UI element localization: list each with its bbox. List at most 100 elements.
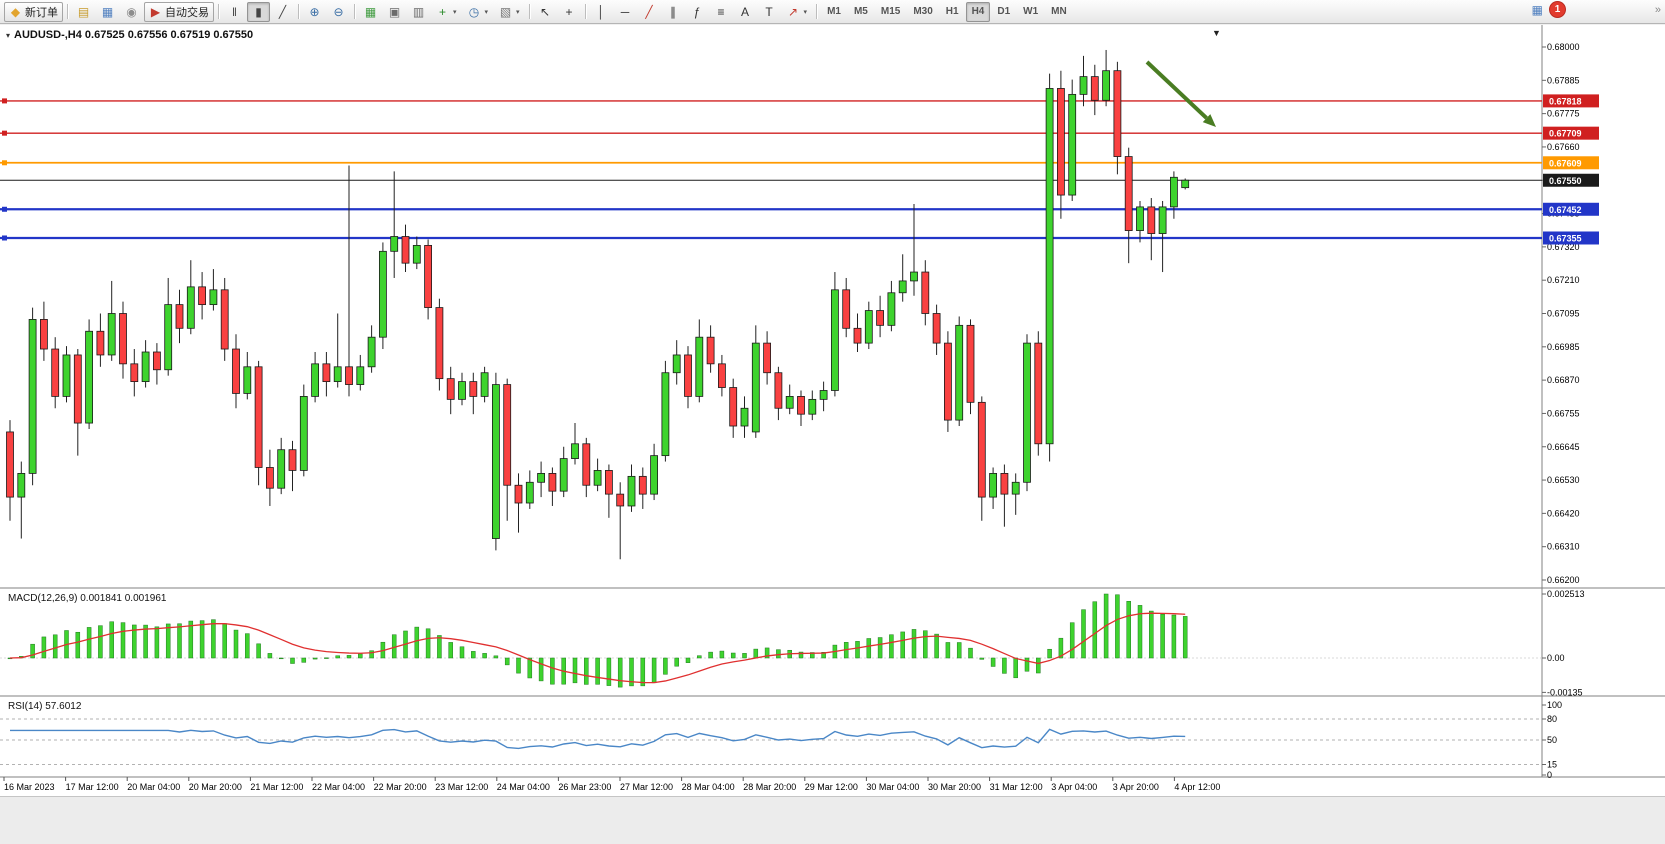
new-order-button[interactable]: ◆ 新订单 [4,1,63,22]
new-order-icon: ◆ [10,4,21,19]
line-chart-icon: ╱ [278,4,287,19]
time-axis-label: 22 Mar 20:00 [374,782,427,792]
time-axis-label: 28 Mar 04:00 [682,782,735,792]
crosshair-icon: + [565,4,573,19]
data-window-icon: ▦ [101,4,114,19]
time-axis-label: 29 Mar 12:00 [805,782,858,792]
fibonacci-button[interactable]: ƒ [686,2,709,22]
chart-menu-icon[interactable]: ▾ [6,30,11,40]
toolbar-separator [354,4,355,19]
time-axis-label: 16 Mar 2023 [4,782,55,792]
text-icon: A [741,4,750,19]
clock-icon: ◷ [468,4,480,19]
template-button[interactable]: ▧ ▾ [494,2,525,22]
timeframe-w1-button[interactable]: W1 [1017,2,1044,22]
time-axis-label: 22 Mar 04:00 [312,782,365,792]
arrange-windows-icon: ▥ [412,4,425,19]
fibonacci-icon: ƒ [693,4,701,19]
timeframe-h1-button[interactable]: H1 [940,2,965,22]
channel-button[interactable]: ∥ [662,2,685,22]
time-axis[interactable] [0,777,1665,796]
arrows-button[interactable]: ↗ ▾ [782,2,813,22]
shapes-icon: ≡ [717,4,725,19]
rsi-axis-label: 50 [1547,735,1557,745]
time-axis-label: 24 Mar 04:00 [497,782,550,792]
time-axis-label: 4 Apr 12:00 [1174,782,1220,792]
rsi-line [10,728,1186,750]
price-axis-label: 0.66755 [1547,408,1580,418]
market-watch-icon: ▤ [77,4,90,19]
label-button[interactable]: T [758,2,781,22]
trend-arrow-annotation[interactable] [1145,60,1208,120]
arrange-windows-button[interactable]: ▥ [407,2,430,22]
timeframe-mn-button[interactable]: MN [1045,2,1073,22]
timeframe-m1-button-label: M1 [827,6,841,17]
shapes-button[interactable]: ≡ [710,2,733,22]
chart-canvas[interactable]: 0.680000.678850.677750.676600.675450.674… [0,25,1665,796]
zoom-out-button[interactable]: ⊖ [327,2,350,22]
timeframe-h1-button-label: H1 [945,6,959,17]
price-axis-label: 0.67775 [1547,109,1580,119]
price-axis-label: 0.66420 [1547,508,1580,518]
timeframe-h4-button[interactable]: H4 [965,1,991,22]
candlestick-chart-button[interactable]: ▮ [247,1,270,22]
dropdown-caret-icon: ▾ [803,8,808,16]
macd-signal-line [9,612,1186,684]
cascade-windows-button[interactable]: ▣ [383,2,406,22]
level-line-handle [2,98,7,104]
new-order-button-label: 新订单 [25,6,58,19]
toolbar-overflow-icon[interactable]: » [1654,4,1661,16]
bar-chart-button[interactable]: ‖ [223,2,246,22]
price-level-badge-text: 0.67609 [1549,158,1582,168]
time-axis-label: 26 Mar 23:00 [558,782,611,792]
navigator-button[interactable]: ◉ [120,2,143,22]
toolbar-separator [67,4,68,19]
timeframe-d1-button[interactable]: D1 [991,2,1016,22]
zoom-in-icon: ⊕ [309,4,320,19]
new-chart-button[interactable]: + ▾ [431,2,462,22]
timeframes-menu-button[interactable]: ◷ ▾ [463,2,494,22]
timeframe-h4-button-label: H4 [971,6,985,17]
price-axis-label: 0.68000 [1547,42,1580,52]
line-chart-button[interactable]: ╱ [271,2,294,22]
timeframe-d1-button-label: D1 [997,6,1011,17]
price-axis[interactable] [1542,25,1665,777]
vertical-line-button[interactable]: │ [590,2,613,22]
market-watch-button[interactable]: ▤ [72,2,95,22]
scroll-to-end-marker[interactable]: ▼ [1212,28,1221,38]
time-axis-label: 20 Mar 04:00 [127,782,180,792]
timeframe-m1-button[interactable]: M1 [821,2,847,22]
candlestick-icon: ▮ [255,4,262,19]
trendline-button[interactable]: ╱ [638,2,661,22]
notification-badge[interactable]: 1 [1550,2,1565,17]
time-axis-label: 27 Mar 12:00 [620,782,673,792]
timeframe-mn-button-label: MN [1051,6,1067,17]
time-axis-label: 21 Mar 12:00 [250,782,303,792]
toolbar-separator [584,4,586,19]
rsi-indicator-label: RSI(14) 57.6012 [8,701,82,712]
panel-icon[interactable]: ▦ [1531,2,1543,17]
label-icon: T [765,4,773,19]
data-window-button[interactable]: ▦ [96,2,119,22]
price-level-badge [1543,126,1599,140]
chart-plot-area[interactable] [0,25,1542,588]
price-axis-label: 0.67660 [1547,142,1580,152]
channel-icon: ∥ [670,4,677,19]
time-axis-label: 17 Mar 12:00 [66,782,119,792]
price-level-badge-text: 0.67818 [1549,96,1582,106]
timeframe-m5-button[interactable]: M5 [848,2,874,22]
zoom-in-button[interactable]: ⊕ [303,2,326,22]
text-button[interactable]: A [734,2,757,22]
timeframe-m30-button[interactable]: M30 [907,2,938,22]
time-axis-label: 20 Mar 20:00 [189,782,242,792]
horizontal-line-button[interactable]: ─ [614,2,637,22]
bar-chart-icon: ‖ [232,4,237,19]
chart-window[interactable]: 0.680000.678850.677750.676600.675450.674… [0,25,1665,796]
tile-windows-button[interactable]: ▦ [359,2,382,22]
cursor-button[interactable]: ↖ [534,2,557,22]
auto-trading-button[interactable]: ▶ 自动交易 [144,1,214,22]
timeframe-m15-button[interactable]: M15 [875,2,906,22]
crosshair-button[interactable]: + [558,2,581,22]
rsi-axis-label: 15 [1547,760,1557,770]
time-axis-label: 3 Apr 04:00 [1051,782,1097,792]
